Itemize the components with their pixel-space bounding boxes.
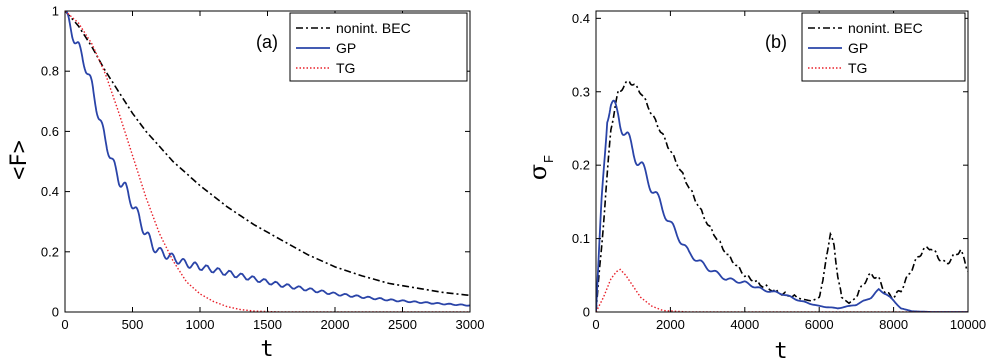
y-tick-label: 0.8 (41, 64, 59, 79)
y-axis-label: σF (524, 155, 556, 180)
y-tick-label: 0 (52, 305, 59, 320)
legend-box (801, 12, 966, 82)
y-axis-label-sub: F (541, 155, 556, 163)
legend-entry-TG: TG (848, 60, 867, 76)
legend: nonint. BEC GP TG (289, 12, 468, 82)
x-tick-label: 4000 (730, 317, 759, 332)
legend-box (289, 12, 468, 82)
x-tick-label: 2000 (656, 317, 685, 332)
panel-label: (a) (256, 32, 278, 52)
y-tick-label: 0.2 (572, 158, 590, 173)
x-tick-label: 6000 (805, 317, 834, 332)
legend-entry-GP: GP (336, 40, 356, 56)
legend: nonint. BEC GP TG (801, 12, 966, 82)
x-tick-label: 10000 (950, 317, 986, 332)
y-axis-label: <F> (7, 140, 32, 180)
y-tick-label: 0.1 (572, 231, 590, 246)
axes-frame (595, 10, 969, 313)
legend-entry-nonint: nonint. BEC (336, 20, 411, 36)
series-line-TG (596, 268, 968, 312)
x-tick-label: 2000 (321, 317, 350, 332)
y-tick-label: 0.4 (41, 184, 59, 199)
y-tick-label: 0.6 (41, 124, 59, 139)
y-tick-label: 1 (52, 4, 59, 19)
x-axis-label: t (260, 337, 273, 362)
series-line-GP (596, 99, 968, 312)
y-tick-label: 0.4 (572, 11, 590, 26)
x-tick-label: 3000 (456, 317, 485, 332)
chart-panel-b: 0 2000 4000 6000 8000 10000 0 0.1 0.2 0.3 0.4 t σF (b… (524, 10, 986, 362)
x-tick-label: 0 (61, 317, 68, 332)
chart-panel-a: 0 500 1000 1500 2000 2500 3000 0 0.2 0.4 0.6 0.8 1 t <… (7, 4, 484, 362)
y-axis-label-main: σ (524, 164, 552, 180)
y-tick-label: 0 (583, 305, 590, 320)
legend-entry-TG: TG (336, 60, 355, 76)
x-axis-label: t (774, 339, 787, 362)
legend-entry-GP: GP (848, 40, 868, 56)
y-tick-label: 0.3 (572, 84, 590, 99)
x-tick-label: 1000 (186, 317, 215, 332)
series-line-GP (65, 11, 470, 307)
panel-label: (b) (765, 32, 787, 52)
x-tick-label: 500 (122, 317, 144, 332)
y-tick-label: 0.2 (41, 244, 59, 259)
x-tick-label: 1500 (253, 317, 282, 332)
x-tick-label: 0 (592, 317, 599, 332)
series-line-nonint (596, 80, 968, 312)
x-tick-label: 8000 (879, 317, 908, 332)
series-line-nonint (65, 11, 470, 297)
x-tick-label: 2500 (388, 317, 417, 332)
legend-entry-nonint: nonint. BEC (848, 20, 923, 36)
